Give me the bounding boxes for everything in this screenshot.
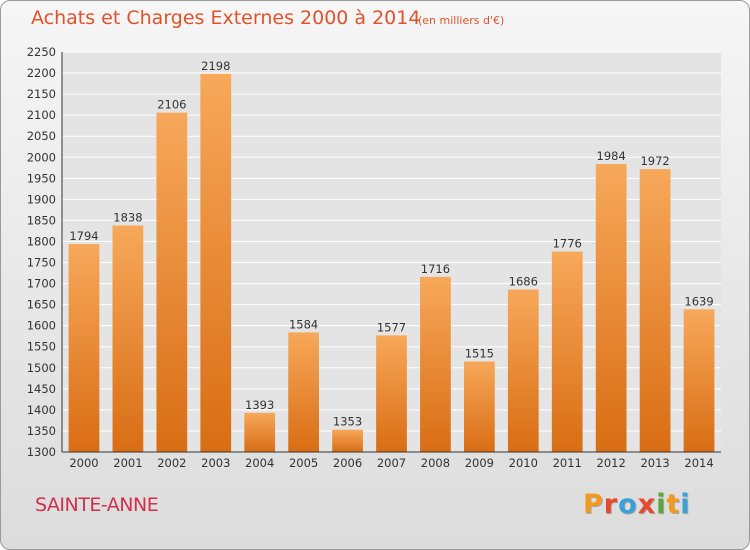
place-name: SAINTE-ANNE xyxy=(35,494,159,516)
y-tick-label: 2100 xyxy=(27,108,56,122)
bar xyxy=(244,412,276,452)
x-tick-label: 2006 xyxy=(333,456,362,470)
y-tick-label: 1850 xyxy=(27,213,56,227)
bar xyxy=(463,361,495,452)
chart-unit: (en milliers d'€) xyxy=(418,14,505,27)
data-label: 1776 xyxy=(553,237,582,251)
bar xyxy=(551,251,583,452)
bar xyxy=(683,309,715,452)
bar xyxy=(332,429,363,452)
x-tick-label: 2004 xyxy=(245,456,274,470)
data-label: 1838 xyxy=(113,210,142,224)
x-tick-label: 2010 xyxy=(509,456,538,470)
x-tick-label: 2003 xyxy=(201,456,230,470)
data-label: 2106 xyxy=(157,98,186,112)
data-label: 1353 xyxy=(333,415,362,429)
bar xyxy=(376,335,407,452)
chart-title: Achats et Charges Externes 2000 à 2014 xyxy=(31,7,421,29)
x-tick-label: 2009 xyxy=(465,456,494,470)
data-label: 2198 xyxy=(201,59,230,73)
bar xyxy=(507,289,539,452)
y-tick-label: 1450 xyxy=(27,382,56,396)
x-tick-label: 2001 xyxy=(113,456,142,470)
y-tick-label: 1600 xyxy=(27,319,56,333)
y-tick-label: 1500 xyxy=(27,361,56,375)
x-tick-label: 2008 xyxy=(421,456,450,470)
y-tick-label: 1650 xyxy=(27,298,56,312)
y-tick-label: 1350 xyxy=(27,424,56,438)
y-tick-label: 1800 xyxy=(27,234,56,248)
data-label: 1794 xyxy=(69,229,98,243)
data-label: 1972 xyxy=(640,154,669,168)
bar xyxy=(68,244,100,452)
y-tick-label: 1750 xyxy=(27,256,56,270)
data-label: 1716 xyxy=(421,262,450,276)
bar xyxy=(639,169,671,453)
x-tick-label: 2011 xyxy=(553,456,582,470)
data-label: 1686 xyxy=(509,274,538,288)
y-tick-label: 1950 xyxy=(27,171,56,185)
bar xyxy=(288,332,320,452)
data-label: 1584 xyxy=(289,317,318,331)
data-label: 1393 xyxy=(245,398,274,412)
y-tick-label: 1550 xyxy=(27,340,56,354)
data-label: 1984 xyxy=(597,149,626,163)
data-label: 1577 xyxy=(377,320,406,334)
y-tick-label: 1700 xyxy=(27,277,56,291)
x-tick-label: 2013 xyxy=(640,456,669,470)
y-tick-label: 1900 xyxy=(27,192,56,206)
bar xyxy=(595,164,627,452)
y-tick-label: 2250 xyxy=(27,45,56,59)
y-tick-label: 2150 xyxy=(27,87,56,101)
bar xyxy=(420,276,451,452)
x-tick-label: 2005 xyxy=(289,456,318,470)
bar xyxy=(156,112,188,452)
y-tick-label: 1400 xyxy=(27,403,56,417)
data-label: 1515 xyxy=(465,346,494,360)
x-tick-label: 2007 xyxy=(377,456,406,470)
x-tick-label: 2014 xyxy=(684,456,713,470)
y-tick-label: 2000 xyxy=(27,150,56,164)
bar xyxy=(200,73,232,452)
y-tick-label: 1300 xyxy=(27,445,56,459)
data-label: 1639 xyxy=(684,294,713,308)
proxiti-logo: Proxiti xyxy=(583,489,691,520)
x-tick-label: 2002 xyxy=(157,456,186,470)
x-tick-label: 2012 xyxy=(597,456,626,470)
x-tick-label: 2000 xyxy=(69,456,98,470)
y-tick-label: 2050 xyxy=(27,129,56,143)
y-tick-label: 2200 xyxy=(27,66,56,80)
bar xyxy=(112,225,144,452)
